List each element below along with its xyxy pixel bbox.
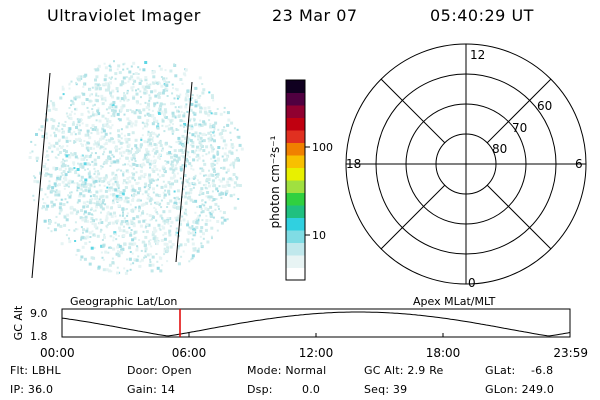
info-glat-value: -6.8 bbox=[531, 364, 554, 377]
colorbar bbox=[286, 80, 305, 281]
info-filter: Flt: LBHL bbox=[10, 364, 61, 377]
info-seq: Seq: 39 bbox=[364, 383, 408, 396]
colorbar-block bbox=[286, 105, 305, 118]
info-gain: Gain: 14 bbox=[127, 383, 176, 396]
info-ip: IP: 36.0 bbox=[10, 383, 54, 396]
info-glon: GLon: 249.0 bbox=[485, 383, 555, 396]
polar-label-12: 12 bbox=[470, 48, 485, 62]
colorbar-block bbox=[286, 192, 305, 206]
orbit-xtick-label: 06:00 bbox=[172, 346, 207, 360]
orbit-xtick-label: 12:00 bbox=[299, 346, 334, 360]
orbit-left-title: Geographic Lat/Lon bbox=[70, 295, 177, 308]
time-label: 05:40:29 UT bbox=[430, 6, 534, 25]
colorbar-frame bbox=[285, 79, 306, 281]
colorbar-tick-label-100: 100 bbox=[312, 141, 333, 154]
orbit-altitude-curve bbox=[61, 311, 571, 337]
info-door: Door: Open bbox=[127, 364, 192, 377]
uv-image bbox=[28, 60, 244, 275]
colorbar-block bbox=[286, 255, 305, 268]
colorbar-block bbox=[286, 217, 305, 231]
orbit-xtick-labels: 00:00 06:00 12:00 18:00 23:59 bbox=[40, 333, 588, 360]
polar-label-18: 18 bbox=[346, 157, 361, 171]
colorbar-block bbox=[286, 230, 305, 243]
geo-boundary-right bbox=[175, 81, 193, 263]
polar-diag-sw bbox=[380, 184, 446, 250]
orbit-xtick-label: 18:00 bbox=[426, 346, 461, 360]
polar-diag-nw bbox=[380, 78, 446, 144]
colorbar-block bbox=[286, 130, 305, 143]
polar-lat-80: 80 bbox=[492, 142, 507, 156]
polar-label-6: 6 bbox=[575, 157, 583, 171]
geo-boundary-left bbox=[31, 72, 51, 279]
polar-grid bbox=[345, 43, 587, 285]
polar-lat-70: 70 bbox=[512, 121, 527, 135]
colorbar-block bbox=[286, 180, 305, 193]
info-gc-alt: GC Alt: 2.9 Re bbox=[364, 364, 444, 377]
info-glat-label: GLat: bbox=[485, 364, 516, 377]
orbit-ylabel: GC Alt bbox=[12, 305, 25, 340]
colorbar-tick-label-10: 10 bbox=[312, 229, 326, 242]
colorbar-block bbox=[286, 117, 305, 131]
colorbar-block bbox=[286, 142, 305, 156]
info-mode: Mode: Normal bbox=[247, 364, 327, 377]
orbit-xtick-label: 00:00 bbox=[40, 346, 75, 360]
orbit-right-title: Apex MLat/MLT bbox=[413, 295, 496, 308]
colorbar-block bbox=[286, 80, 305, 93]
colorbar-block bbox=[286, 167, 305, 181]
date-label: 23 Mar 07 bbox=[272, 6, 358, 25]
orbit-ytick-top: 9.0 bbox=[30, 307, 48, 320]
colorbar-block bbox=[286, 267, 305, 281]
colorbar-unit-label: photon cm⁻²s⁻¹ bbox=[268, 135, 282, 228]
polar-label-0: 0 bbox=[468, 276, 476, 290]
polar-diag-se bbox=[486, 184, 552, 250]
polar-lat-60: 60 bbox=[537, 99, 552, 113]
instrument-title: Ultraviolet Imager bbox=[47, 6, 201, 25]
colorbar-block bbox=[286, 92, 305, 106]
colorbar-block bbox=[286, 242, 305, 256]
colorbar-block bbox=[286, 155, 305, 168]
orbit-xtick-label: 23:59 bbox=[553, 346, 588, 360]
info-dsp-value: 0.0 bbox=[302, 383, 321, 396]
polar-diag-ne bbox=[486, 78, 552, 144]
colorbar-block bbox=[286, 205, 305, 218]
info-dsp-label: Dsp: bbox=[247, 383, 273, 396]
orbit-ytick-bottom: 1.8 bbox=[30, 330, 48, 343]
